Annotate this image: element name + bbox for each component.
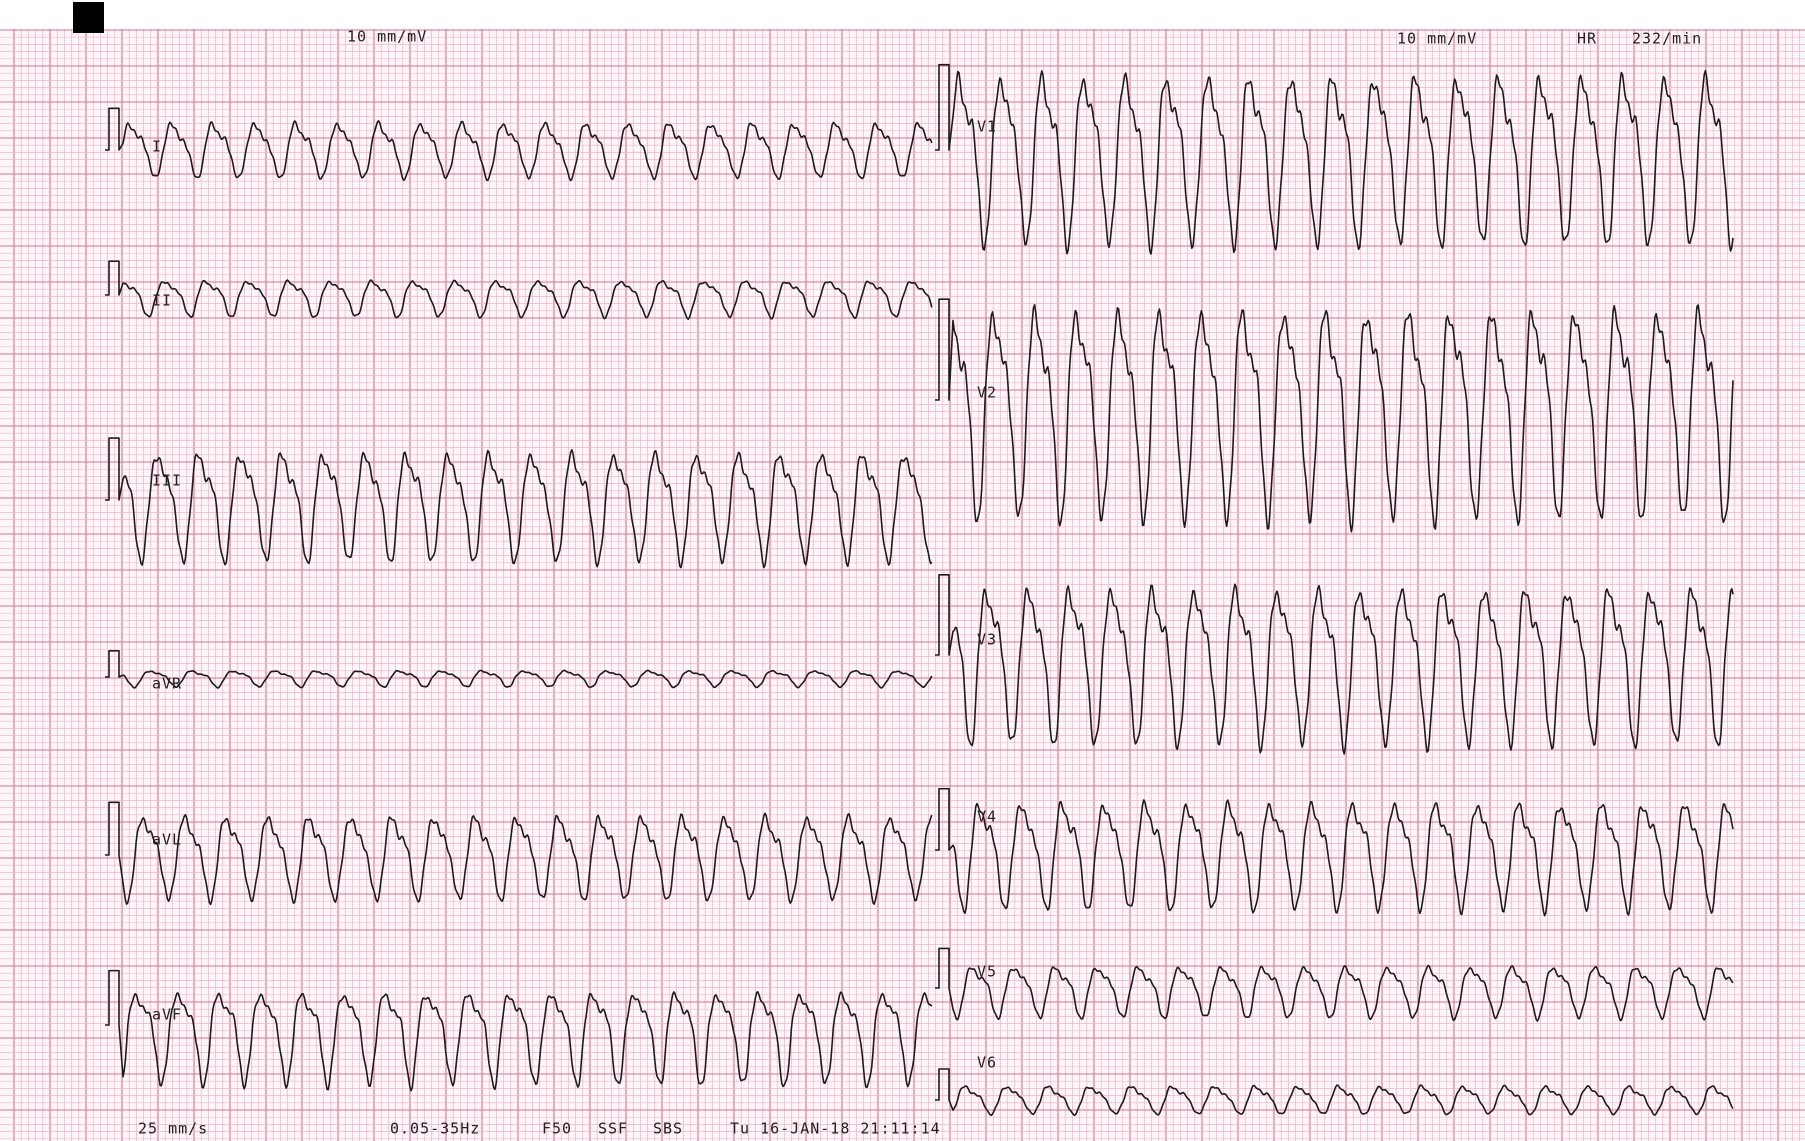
- lead-label: I: [152, 138, 162, 156]
- footer-ssf: SSF: [598, 1120, 628, 1138]
- lead-label: II: [152, 292, 172, 310]
- lead-label: V3: [977, 631, 997, 649]
- footer-mains: F50: [542, 1120, 572, 1138]
- right-gain: 10 mm/mV: [1397, 30, 1477, 48]
- footer-timestamp: Tu 16-JAN-18 21:11:14: [730, 1120, 941, 1138]
- lead-label: aVF: [152, 1006, 182, 1024]
- top-margin: [0, 0, 1805, 29]
- footer-speed: 25 mm/s: [138, 1120, 208, 1138]
- lead-label: III: [152, 472, 182, 490]
- marker-square: [73, 2, 104, 33]
- lead-label: V5: [977, 963, 997, 981]
- lead-label: V1: [977, 118, 997, 136]
- lead-label: aVR: [152, 675, 182, 693]
- left-gain: 10 mm/mV: [347, 28, 427, 46]
- hr-value: 232/min: [1632, 30, 1702, 48]
- hr-label: HR: [1577, 30, 1597, 48]
- ecg-sheet: 10 mm/mV 10 mm/mV HR 232/min 25 mm/s 0.0…: [0, 0, 1805, 1141]
- lead-label: V2: [977, 384, 997, 402]
- lead-label: V6: [977, 1054, 997, 1072]
- page: {"header": {"left_gain": "10 mm/mV", "ri…: [0, 0, 1805, 1141]
- footer-filter: 0.05-35Hz: [390, 1120, 480, 1138]
- lead-label: aVL: [152, 831, 182, 849]
- lead-label: V4: [977, 808, 997, 826]
- footer-sbs: SBS: [653, 1120, 683, 1138]
